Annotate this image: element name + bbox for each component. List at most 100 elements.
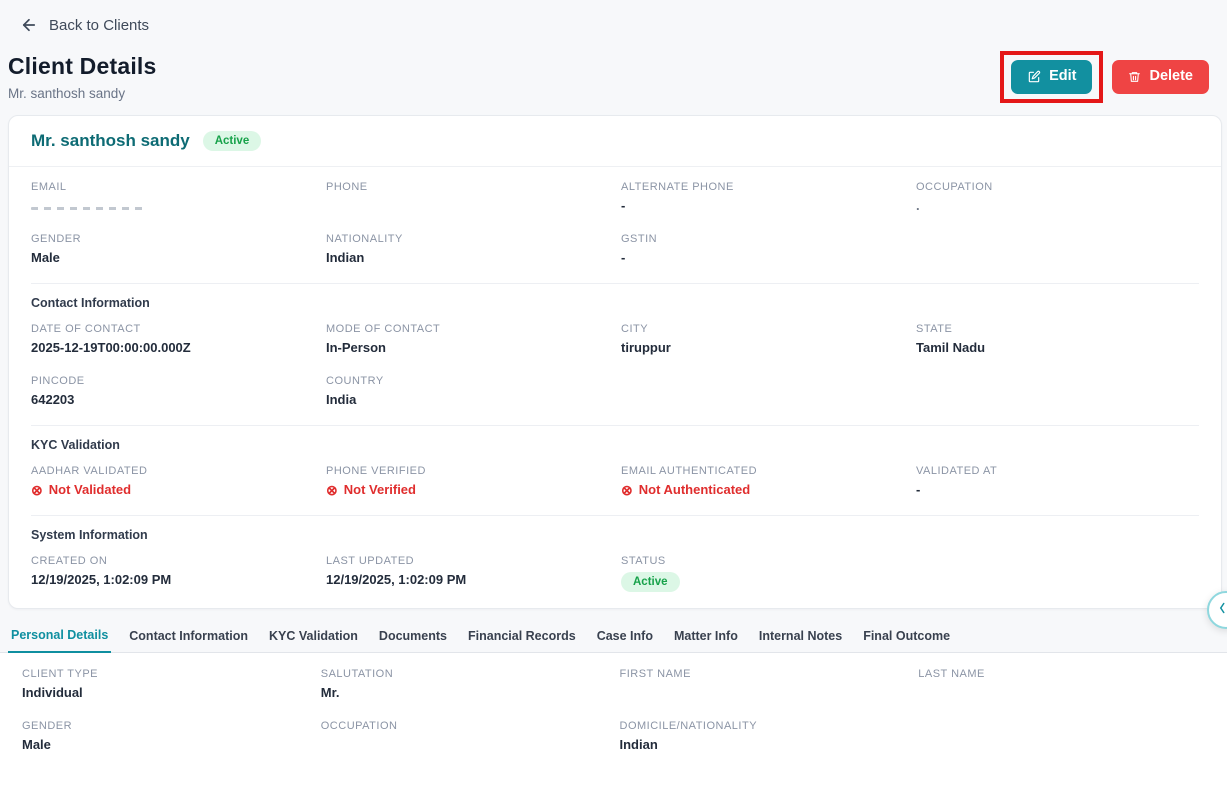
field-value: Mr. (321, 685, 608, 701)
field-label: DOMICILE/NATIONALITY (620, 720, 907, 732)
not-validated-icon: ⊗ (31, 483, 43, 497)
edit-pencil-icon (1027, 70, 1041, 84)
field-label: NATIONALITY (326, 233, 609, 245)
field-label: OCCUPATION (916, 181, 1199, 193)
client-card-header: Mr. santhosh sandy Active (9, 116, 1221, 167)
field-label: COUNTRY (326, 375, 609, 387)
tab-financial-records[interactable]: Financial Records (465, 623, 579, 652)
field-empty (916, 233, 1199, 266)
tab-case-info[interactable]: Case Info (594, 623, 656, 652)
field-value: tiruppur (621, 340, 904, 356)
delete-button-label: Delete (1149, 69, 1193, 85)
field-value: Male (31, 250, 314, 266)
section-heading: Contact Information (31, 296, 1199, 310)
edit-button-label: Edit (1049, 69, 1076, 85)
field-value (918, 685, 1205, 701)
field-value: - (621, 198, 904, 214)
field-label: OCCUPATION (321, 720, 608, 732)
overview-grid: EMAIL PHONE ALTERNATE PHONE - OCCUPATION… (31, 181, 1199, 266)
field-value (321, 737, 608, 753)
client-name: Mr. santhosh sandy (31, 131, 190, 151)
field-label: GENDER (22, 720, 309, 732)
field-client-type: CLIENT TYPE Individual (22, 668, 309, 701)
personal-details-panel: CLIENT TYPE Individual SALUTATION Mr. FI… (0, 653, 1227, 793)
field-value: - (621, 250, 904, 266)
field-gender: GENDER Male (31, 233, 314, 266)
field-date-of-contact: DATE OF CONTACT 2025-12-19T00:00:00.000Z (31, 323, 314, 356)
kyc-validation-section: KYC Validation AADHAR VALIDATED ⊗ Not Va… (31, 425, 1199, 498)
field-label: EMAIL AUTHENTICATED (621, 465, 904, 477)
personal-details-grid: CLIENT TYPE Individual SALUTATION Mr. FI… (22, 668, 1205, 753)
field-occupation: OCCUPATION . (916, 181, 1199, 214)
tab-internal-notes[interactable]: Internal Notes (756, 623, 845, 652)
field-value: . (916, 198, 1199, 214)
field-value: ⊗ Not Authenticated (621, 482, 904, 498)
field-value: 2025-12-19T00:00:00.000Z (31, 340, 314, 356)
field-panel-gender: GENDER Male (22, 720, 309, 753)
not-verified-icon: ⊗ (326, 483, 338, 497)
contact-grid: DATE OF CONTACT 2025-12-19T00:00:00.000Z… (31, 323, 1199, 408)
kyc-status-text: Not Verified (344, 482, 416, 497)
field-value (31, 198, 314, 214)
field-label: PINCODE (31, 375, 314, 387)
kyc-grid: AADHAR VALIDATED ⊗ Not Validated PHONE V… (31, 465, 1199, 498)
status-active-badge: Active (621, 572, 680, 592)
field-value: ⊗ Not Validated (31, 482, 314, 498)
edit-annotation-highlight: Edit (1000, 51, 1103, 103)
delete-button[interactable]: Delete (1112, 60, 1209, 94)
field-label: LAST UPDATED (326, 555, 609, 567)
tab-personal-details[interactable]: Personal Details (8, 622, 111, 653)
back-label: Back to Clients (49, 17, 149, 34)
header-actions: Edit Delete (1000, 51, 1219, 103)
field-aadhar-validated: AADHAR VALIDATED ⊗ Not Validated (31, 465, 314, 498)
tab-contact-information[interactable]: Contact Information (126, 623, 251, 652)
field-value: In-Person (326, 340, 609, 356)
field-last-name: LAST NAME (918, 668, 1205, 701)
field-label: SALUTATION (321, 668, 608, 680)
field-label: PHONE VERIFIED (326, 465, 609, 477)
tab-matter-info[interactable]: Matter Info (671, 623, 741, 652)
field-label: GENDER (31, 233, 314, 245)
tab-documents[interactable]: Documents (376, 623, 450, 652)
field-label: AADHAR VALIDATED (31, 465, 314, 477)
tab-final-outcome[interactable]: Final Outcome (860, 623, 953, 652)
edit-button[interactable]: Edit (1011, 60, 1092, 94)
client-details-card: Mr. santhosh sandy Active EMAIL PHONE AL… (8, 115, 1222, 609)
page-header: Back to Clients Client Details Mr. santh… (0, 0, 1227, 103)
kyc-status-text: Not Validated (49, 482, 131, 497)
system-information-section: System Information CREATED ON 12/19/2025… (31, 515, 1199, 592)
field-panel-occupation: OCCUPATION (321, 720, 608, 753)
field-label: VALIDATED AT (916, 465, 1199, 477)
floating-action-icon (1217, 599, 1227, 622)
field-gstin: GSTIN - (621, 233, 904, 266)
field-phone-verified: PHONE VERIFIED ⊗ Not Verified (326, 465, 609, 498)
field-value: Individual (22, 685, 309, 701)
title-block: Client Details Mr. santhosh sandy (8, 53, 157, 101)
client-status-badge: Active (203, 131, 262, 151)
field-value: India (326, 392, 609, 408)
field-value (326, 198, 609, 214)
redacted-email-value (31, 207, 147, 210)
back-arrow-icon (20, 16, 38, 34)
field-value: Indian (326, 250, 609, 266)
tab-kyc-validation[interactable]: KYC Validation (266, 623, 361, 652)
field-label: EMAIL (31, 181, 314, 193)
field-last-updated: LAST UPDATED 12/19/2025, 1:02:09 PM (326, 555, 609, 592)
client-card-body: EMAIL PHONE ALTERNATE PHONE - OCCUPATION… (9, 167, 1221, 608)
detail-tabs: Personal Details Contact Information KYC… (0, 622, 1227, 653)
field-value: Tamil Nadu (916, 340, 1199, 356)
field-label: STATUS (621, 555, 904, 567)
field-label: MODE OF CONTACT (326, 323, 609, 335)
field-label: LAST NAME (918, 668, 1205, 680)
field-email-authenticated: EMAIL AUTHENTICATED ⊗ Not Authenticated (621, 465, 904, 498)
field-label: PHONE (326, 181, 609, 193)
field-label: DATE OF CONTACT (31, 323, 314, 335)
field-salutation: SALUTATION Mr. (321, 668, 608, 701)
field-nationality: NATIONALITY Indian (326, 233, 609, 266)
field-value: Indian (620, 737, 907, 753)
section-heading: System Information (31, 528, 1199, 542)
field-label: CITY (621, 323, 904, 335)
field-value: 12/19/2025, 1:02:09 PM (326, 572, 609, 588)
field-label: CLIENT TYPE (22, 668, 309, 680)
back-to-clients-link[interactable]: Back to Clients (20, 16, 149, 34)
